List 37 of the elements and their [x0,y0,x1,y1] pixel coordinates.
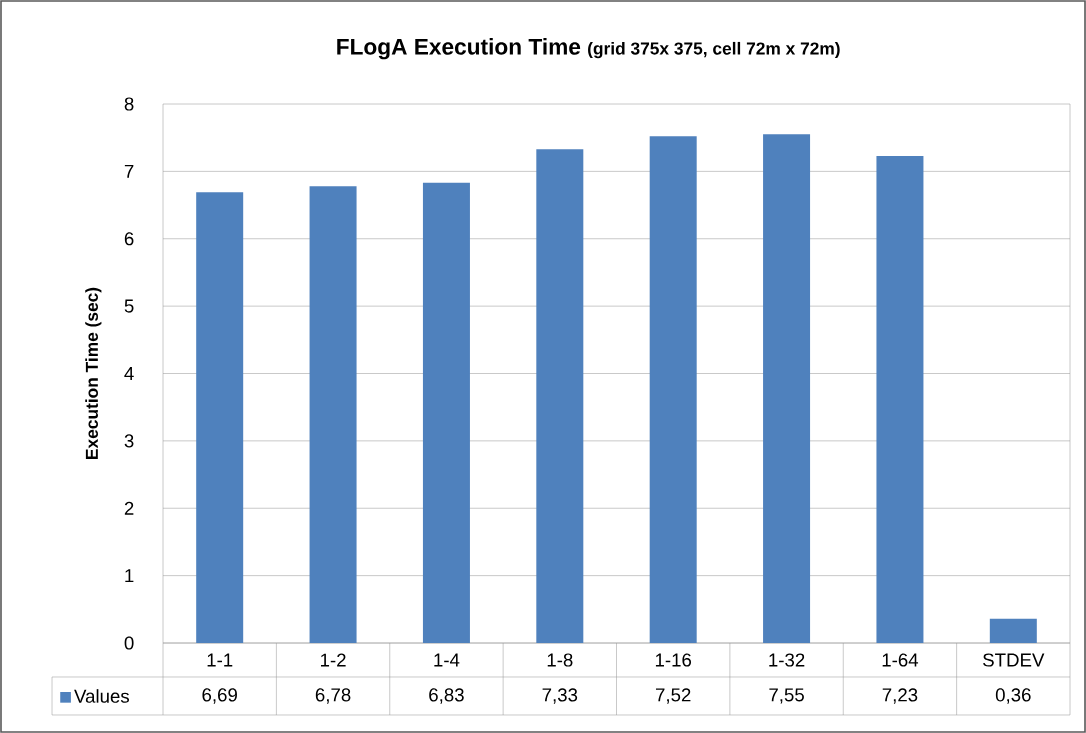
text: 7,23 [882,688,918,704]
bar [196,192,244,643]
bar [649,136,697,643]
y-tick-label: 6 [124,232,134,246]
text: 7,55 [769,688,804,704]
y-tick-label: 8 [124,97,134,111]
bar [989,618,1037,643]
chart-subtitle: (grid 375x 375, cell 72m x 72m) [588,41,840,59]
x-tick-label: 1-4 [434,653,460,667]
x-tick-label: 1-2 [321,653,346,667]
bar [309,186,357,643]
bar [876,155,924,643]
x-tick-label: 1-1 [207,653,233,667]
text: 7,52 [655,688,691,704]
bar [536,149,584,643]
x-tick-label: 1-16 [655,653,692,667]
text: 6,83 [429,688,464,704]
y-tick-label: 2 [124,501,134,515]
y-tick-label: 1 [125,569,134,583]
y-tick-label: 4 [124,367,134,380]
y-tick-label: 7 [124,164,134,178]
y-tick-label: 0 [124,636,134,650]
bar [422,182,470,643]
y-tick-label: 3 [124,434,134,448]
text: 6,69 [202,688,237,704]
x-tick-label: STDEV [983,653,1045,667]
x-tick-label: 1-8 [547,653,573,667]
y-tick-label: 5 [124,299,134,313]
x-tick-label: 1-64 [882,653,919,667]
x-tick-label: 1-32 [769,653,805,667]
legend-label: Values [74,689,130,703]
text: 6,78 [315,688,351,704]
y-axis-title: Execution Time (sec) [85,287,102,459]
text: 7,33 [542,688,578,704]
text: 0,36 [995,688,1031,704]
chart-title: FLogA Execution Time [337,38,581,60]
bar [763,134,811,643]
